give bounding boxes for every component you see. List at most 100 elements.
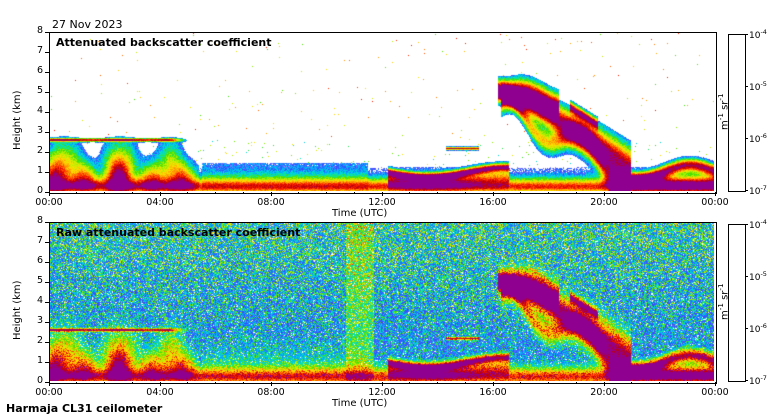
colorbar-unit-bottom: m-1 sr-1 <box>716 283 731 320</box>
y-tick-mark <box>45 261 49 263</box>
y-tick-label: 7 <box>36 235 43 246</box>
x-tick-label: 00:00 <box>35 387 63 398</box>
instrument-label: Harmaja CL31 ceilometer <box>6 402 163 415</box>
colorbar-tick-label: 10-4 <box>749 218 767 231</box>
x-minor-tick <box>575 192 577 194</box>
x-tick-label: 08:00 <box>257 387 285 398</box>
x-minor-tick <box>548 192 549 194</box>
heatmap-canvas-attenuated <box>50 33 714 191</box>
x-minor-tick <box>187 382 189 384</box>
y-tick-label: 1 <box>36 165 43 176</box>
colorbar-tick-label: 10-4 <box>749 28 767 41</box>
y-tick-mark <box>45 361 49 363</box>
xlabel-time-bottom: Time (UTC) <box>332 398 388 409</box>
y-tick-label: 1 <box>36 355 43 366</box>
x-minor-tick <box>631 382 633 384</box>
y-tick-mark <box>45 51 49 53</box>
x-minor-tick <box>104 382 105 384</box>
y-tick-label: 3 <box>36 125 43 136</box>
x-tick-label: 16:00 <box>479 197 507 208</box>
y-tick-label: 8 <box>36 25 43 36</box>
x-minor-tick <box>437 382 438 384</box>
y-tick-mark <box>45 31 49 33</box>
x-minor-tick <box>659 382 660 384</box>
y-tick-label: 0 <box>36 375 43 386</box>
y-tick-label: 4 <box>36 295 43 306</box>
x-tick-mark <box>603 382 605 386</box>
x-minor-tick <box>437 192 438 194</box>
y-tick-mark <box>45 281 49 283</box>
colorbar-tick-label: 10-7 <box>749 184 767 197</box>
x-tick-label: 04:00 <box>146 387 174 398</box>
plot-title-raw: Raw attenuated backscatter coefficient <box>56 226 301 239</box>
x-tick-mark <box>714 382 716 386</box>
y-tick-mark <box>45 171 49 173</box>
xlabel-time-top: Time (UTC) <box>332 208 388 219</box>
x-minor-tick <box>686 192 688 194</box>
y-tick-label: 5 <box>36 275 43 286</box>
heatmap-canvas-raw <box>50 223 714 381</box>
x-tick-label: 20:00 <box>590 387 618 398</box>
y-tick-label: 3 <box>36 315 43 326</box>
colorbar-unit-top: m-1 sr-1 <box>716 93 731 130</box>
y-tick-mark <box>45 191 49 193</box>
x-minor-tick <box>686 382 688 384</box>
x-minor-tick <box>242 382 244 384</box>
x-tick-mark <box>159 382 161 386</box>
y-tick-label: 6 <box>36 255 43 266</box>
y-tick-label: 8 <box>36 215 43 226</box>
x-minor-tick <box>353 192 355 194</box>
x-tick-mark <box>159 192 161 196</box>
x-minor-tick <box>464 382 466 384</box>
colorbar-tick-label: 10-6 <box>749 322 767 335</box>
x-minor-tick <box>520 192 522 194</box>
x-tick-mark <box>492 382 494 386</box>
y-tick-mark <box>45 131 49 133</box>
x-minor-tick <box>409 382 411 384</box>
y-tick-mark <box>45 381 49 383</box>
colorbar-tick-mark <box>745 327 748 329</box>
y-tick-mark <box>45 241 49 243</box>
x-tick-label: 00:00 <box>35 197 63 208</box>
x-minor-tick <box>298 382 300 384</box>
x-minor-tick <box>409 192 411 194</box>
colorbar-gradient-top <box>729 35 745 191</box>
colorbar-tick-mark <box>745 137 748 139</box>
colorbar-bottom <box>728 224 746 382</box>
x-tick-label: 08:00 <box>257 197 285 208</box>
x-tick-mark <box>48 192 50 196</box>
y-tick-mark <box>45 321 49 323</box>
x-minor-tick <box>187 192 189 194</box>
x-minor-tick <box>520 382 522 384</box>
x-tick-label: 16:00 <box>479 387 507 398</box>
colorbar-tick-label: 10-6 <box>749 132 767 145</box>
x-tick-mark <box>381 192 383 196</box>
y-tick-mark <box>45 151 49 153</box>
y-tick-label: 7 <box>36 45 43 56</box>
y-tick-label: 6 <box>36 65 43 76</box>
colorbar-tick-mark <box>745 223 748 225</box>
colorbar-tick-mark <box>745 379 748 381</box>
x-tick-mark <box>603 192 605 196</box>
y-tick-mark <box>45 341 49 343</box>
colorbar-tick-mark <box>745 189 748 191</box>
x-tick-mark <box>270 382 272 386</box>
colorbar-gradient-bottom <box>729 225 745 381</box>
x-tick-label: 04:00 <box>146 197 174 208</box>
ylabel-height-top: Height (km) <box>12 90 23 150</box>
x-tick-label: 20:00 <box>590 197 618 208</box>
x-minor-tick <box>326 382 327 384</box>
x-minor-tick <box>631 192 633 194</box>
x-minor-tick <box>242 192 244 194</box>
colorbar-tick-mark <box>745 33 748 35</box>
x-tick-mark <box>381 382 383 386</box>
y-tick-label: 2 <box>36 145 43 156</box>
x-minor-tick <box>104 192 105 194</box>
x-tick-label: 12:00 <box>368 387 396 398</box>
x-minor-tick <box>548 382 549 384</box>
x-minor-tick <box>353 382 355 384</box>
ylabel-height-bottom: Height (km) <box>12 280 23 340</box>
x-tick-mark <box>270 192 272 196</box>
x-minor-tick <box>659 192 660 194</box>
